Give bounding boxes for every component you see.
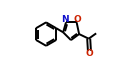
Text: O: O xyxy=(74,15,82,24)
Text: O: O xyxy=(85,49,93,58)
Text: N: N xyxy=(61,15,69,24)
